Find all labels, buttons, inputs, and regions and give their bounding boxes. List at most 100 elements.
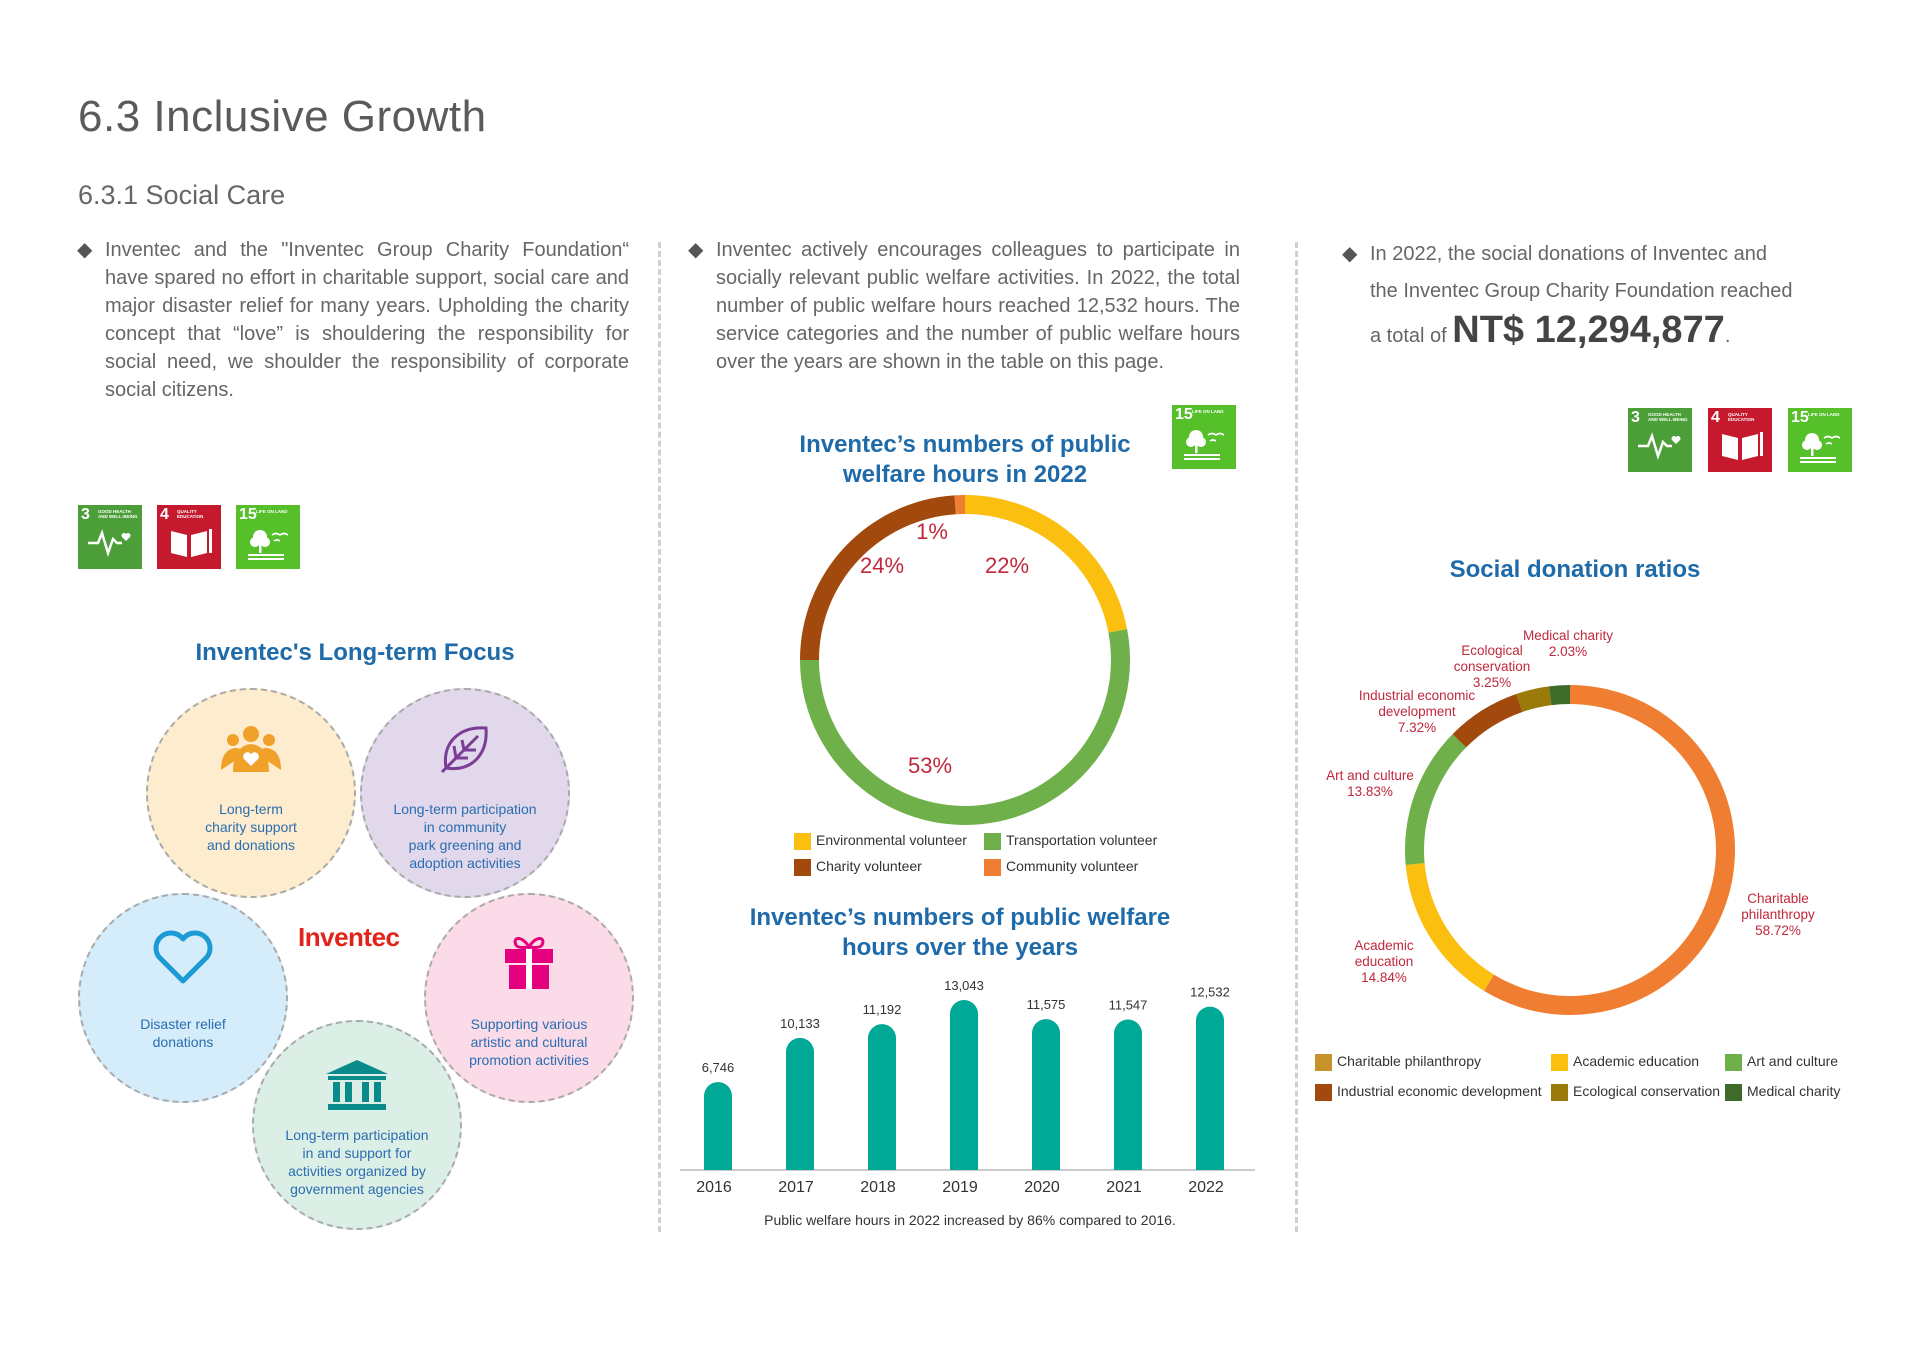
focus-circle-text-line: Long-term participation bbox=[393, 801, 537, 817]
bar-value-label: 11,575 bbox=[1027, 997, 1066, 1012]
donut-slice-label: 24% bbox=[860, 553, 904, 578]
welfare-bar-title-line1: Inventec’s numbers of public welfare bbox=[749, 904, 1171, 931]
legend-swatch bbox=[1551, 1053, 1568, 1071]
bar-category-label: 2021 bbox=[1106, 1179, 1142, 1196]
donut-slice-community-volunteer bbox=[954, 495, 965, 515]
bar-2021 bbox=[1114, 1019, 1142, 1170]
donut-slice-environmental-volunteer bbox=[965, 495, 1128, 633]
focus-circle-text: Long-term charity support and donations bbox=[148, 800, 354, 854]
donation-amount: NT$ 12,294,877 bbox=[1452, 309, 1725, 351]
col2-paragraph-text: Inventec actively encourages colleagues … bbox=[716, 239, 1240, 373]
legend-swatch bbox=[1551, 1083, 1568, 1101]
donut-slice-charity-volunteer bbox=[800, 495, 956, 660]
heart-icon bbox=[80, 929, 286, 992]
bar-2017 bbox=[786, 1037, 814, 1170]
sdg-3-icon: 3 GOOD HEALTH AND WELL-BEING bbox=[78, 505, 142, 569]
bar-category-label: 2017 bbox=[778, 1179, 814, 1196]
focus-circle-text: Long-term participation in community park … bbox=[362, 800, 568, 872]
bar-category-label: 2016 bbox=[696, 1179, 732, 1196]
legend-label: Art and culture bbox=[1747, 1053, 1839, 1069]
legend-swatch bbox=[984, 832, 1001, 850]
sdg-4-label: QUALITY EDUCATION bbox=[1728, 412, 1755, 422]
focus-circle-text: Disaster relief donations bbox=[80, 1015, 286, 1051]
legend-item: Charity volunteer bbox=[794, 858, 984, 876]
donut-slice-industrial-economic-development bbox=[1452, 693, 1523, 748]
focus-circle-text-line: Long-term participation bbox=[285, 1127, 429, 1143]
donation-ratio-donut-chart: Charitable philanthropy 58.72% Academic educ… bbox=[1326, 628, 1815, 1015]
donut-slice-transportation-volunteer bbox=[800, 629, 1130, 825]
government-building-icon bbox=[254, 1058, 460, 1117]
col3-line3-prefix: a total of bbox=[1370, 325, 1447, 347]
focus-circle-1: Long-term charity support and donations bbox=[146, 688, 356, 898]
sdg-4-label: QUALITY EDUCATION bbox=[177, 509, 204, 519]
legend-label: Academic education bbox=[1573, 1053, 1700, 1069]
focus-circle-text-line: in and support for bbox=[302, 1145, 412, 1161]
sdg-3-label: GOOD HEALTH AND WELL-BEING bbox=[1648, 412, 1688, 422]
donut-slice-label: Industrial economic development 7.32% bbox=[1359, 688, 1476, 735]
donut-slice-academic-education bbox=[1405, 863, 1494, 991]
bar-value-label: 10,133 bbox=[780, 1016, 820, 1031]
welfare-donut-title-line2: welfare hours in 2022 bbox=[842, 461, 1088, 488]
bar-value-label: 12,532 bbox=[1190, 985, 1230, 1000]
legend-item: Academic education bbox=[1551, 1053, 1725, 1071]
donut-slice-label: Medical charity 2.03% bbox=[1523, 628, 1613, 659]
bar-2020 bbox=[1032, 1019, 1060, 1170]
sdg-15-number: 15 bbox=[1791, 409, 1809, 426]
donut-slice-label: Academic education 14.84% bbox=[1354, 938, 1414, 985]
focus-circle-5: Long-term participation in and support fo… bbox=[252, 1020, 462, 1230]
people-heart-icon bbox=[148, 724, 354, 779]
bar-chart-note: Public welfare hours in 2022 increased b… bbox=[764, 1212, 1176, 1228]
donut-slice-ecological-conservation bbox=[1516, 686, 1552, 712]
sdg-15-icon: 15 LIFE ON LAND bbox=[236, 505, 300, 569]
sdg-15-number: 15 bbox=[1175, 406, 1193, 423]
bar-category-label: 2022 bbox=[1188, 1179, 1224, 1196]
legend-swatch bbox=[984, 858, 1001, 876]
gift-icon bbox=[426, 933, 632, 996]
focus-circle-text: Long-term participation in and support fo… bbox=[254, 1126, 460, 1198]
legend-item: Industrial economic development bbox=[1315, 1083, 1551, 1101]
focus-circle-4: Supporting various artistic and cultural p… bbox=[424, 893, 634, 1103]
welfare-donut-legend: Environmental volunteer Transportation vo… bbox=[794, 832, 1214, 884]
sdg-15-label: LIFE ON LAND bbox=[1192, 409, 1224, 414]
focus-circle-text-line: government agencies bbox=[290, 1181, 424, 1197]
focus-circle-text-line: Long-term bbox=[219, 801, 283, 817]
focus-circle-text-line: adoption activities bbox=[409, 855, 521, 871]
sdg-3-icon-col3: 3 GOOD HEALTH AND WELL-BEING bbox=[1628, 408, 1692, 472]
section-subtitle: 6.3.1 Social Care bbox=[78, 180, 286, 210]
sdg-4-icon: 4 QUALITY EDUCATION bbox=[157, 505, 221, 569]
sdg-4-icon-col3: 4 QUALITY EDUCATION bbox=[1708, 408, 1772, 472]
col3-line2: the Inventec Group Charity Foundation re… bbox=[1370, 280, 1793, 302]
focus-circle-text-line: Disaster relief bbox=[140, 1016, 226, 1032]
donation-donut-legend: Charitable philanthropy Academic educatio… bbox=[1315, 1053, 1875, 1113]
donut-slice-label: 1% bbox=[916, 519, 948, 544]
legend-label: Charitable philanthropy bbox=[1337, 1053, 1481, 1069]
col3-line1: In 2022, the social donations of Invente… bbox=[1370, 243, 1767, 265]
leaf-icon bbox=[362, 722, 568, 781]
donut-slice-charitable-philanthropy bbox=[1484, 685, 1735, 1015]
bar-value-label: 13,043 bbox=[944, 978, 984, 993]
donut-slice-label: 53% bbox=[908, 753, 952, 778]
welfare-hours-bar-chart: 6,746 2016 10,133 2017 11,192 2018 13,043 2019 1… bbox=[680, 978, 1255, 1196]
legend-label: Ecological conservation bbox=[1573, 1083, 1721, 1099]
sdg-4-number: 4 bbox=[1711, 409, 1720, 426]
sdg-3-number: 3 bbox=[81, 506, 90, 523]
legend-label: Charity volunteer bbox=[816, 858, 922, 874]
legend-label: Environmental volunteer bbox=[816, 832, 967, 848]
donut-slice-label: Ecological conservation 3.25% bbox=[1454, 643, 1531, 690]
legend-item: Charitable philanthropy bbox=[1315, 1053, 1551, 1071]
inventec-logo: Inventec bbox=[298, 922, 400, 952]
bullet-icon: ◆ bbox=[688, 239, 704, 261]
sdg-15-icon-col3: 15 LIFE ON LAND bbox=[1788, 408, 1852, 472]
bar-value-label: 11,192 bbox=[863, 1002, 902, 1017]
bar-2018 bbox=[868, 1024, 896, 1170]
legend-swatch bbox=[1315, 1053, 1332, 1071]
legend-swatch bbox=[1725, 1083, 1742, 1101]
col3-paragraph: ◆ In 2022, the social donations of Inven… bbox=[1342, 236, 1870, 355]
legend-label: Industrial economic development bbox=[1337, 1083, 1542, 1099]
bar-2019 bbox=[950, 1000, 978, 1170]
bar-category-label: 2020 bbox=[1024, 1179, 1060, 1196]
col1-paragraph-text: Inventec and the "Inventec Group Charity… bbox=[105, 239, 629, 401]
legend-item: Environmental volunteer bbox=[794, 832, 984, 850]
legend-item: Medical charity bbox=[1725, 1083, 1875, 1101]
sdg-3-number: 3 bbox=[1631, 409, 1640, 426]
